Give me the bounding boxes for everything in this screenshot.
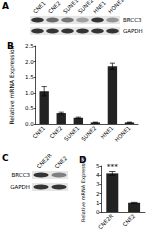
svg-text:0: 0 xyxy=(96,209,100,215)
svg-text:GAPDH: GAPDH xyxy=(123,28,143,34)
svg-text:BRCC3: BRCC3 xyxy=(11,172,30,178)
svg-text:GAPDH: GAPDH xyxy=(10,184,30,190)
svg-text:CNE2R: CNE2R xyxy=(35,152,53,170)
svg-text:A: A xyxy=(2,1,9,11)
svg-text:CNE2: CNE2 xyxy=(47,0,62,15)
svg-text:B: B xyxy=(7,41,14,51)
svg-text:***: *** xyxy=(107,163,118,171)
svg-text:SUNE1: SUNE1 xyxy=(63,125,80,142)
svg-text:D: D xyxy=(79,155,86,165)
svg-text:C: C xyxy=(2,153,9,163)
svg-text:CNE2: CNE2 xyxy=(121,213,136,228)
svg-text:2.0: 2.0 xyxy=(25,59,34,65)
svg-text:3: 3 xyxy=(96,181,100,187)
svg-text:2: 2 xyxy=(96,191,100,197)
svg-text:CNE2R: CNE2R xyxy=(97,213,115,231)
svg-text:HNE1: HNE1 xyxy=(92,0,107,15)
svg-text:HONE1: HONE1 xyxy=(107,0,125,15)
svg-text:HONE1: HONE1 xyxy=(114,125,132,143)
svg-text:CNE1: CNE1 xyxy=(32,125,47,140)
svg-text:1.5: 1.5 xyxy=(25,74,34,80)
svg-text:SUNE2: SUNE2 xyxy=(77,0,94,15)
svg-text:Relative mRNA Expression: Relative mRNA Expression xyxy=(80,156,87,222)
svg-text:2.5: 2.5 xyxy=(25,43,34,49)
svg-text:0.5: 0.5 xyxy=(25,105,34,111)
svg-text:HNE1: HNE1 xyxy=(100,125,115,140)
svg-text:CNE2: CNE2 xyxy=(49,125,64,140)
svg-text:Relative mRNA Expression: Relative mRNA Expression xyxy=(8,45,16,124)
svg-text:SUNE1: SUNE1 xyxy=(62,0,79,15)
svg-text:CNE1: CNE1 xyxy=(32,0,47,15)
svg-text:4: 4 xyxy=(96,172,100,178)
svg-text:1.0: 1.0 xyxy=(25,90,34,96)
svg-text:SUNE2: SUNE2 xyxy=(80,125,97,142)
svg-text:5: 5 xyxy=(96,163,100,169)
svg-text:CNE2: CNE2 xyxy=(53,155,68,170)
svg-text:0.0: 0.0 xyxy=(25,121,34,127)
svg-text:1: 1 xyxy=(96,200,100,206)
svg-text:BRCC3: BRCC3 xyxy=(123,17,142,23)
